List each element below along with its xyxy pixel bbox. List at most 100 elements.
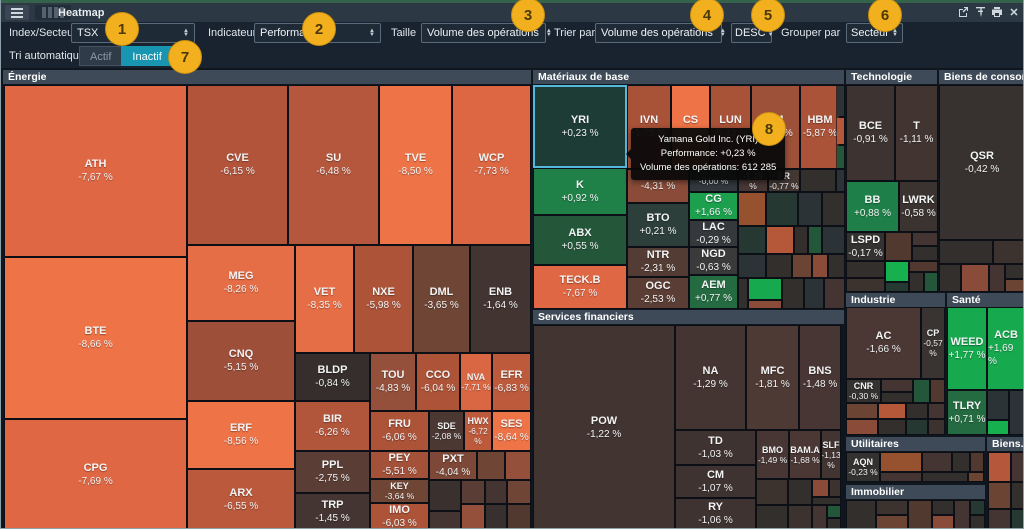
tile-unlabeled[interactable]	[922, 452, 952, 472]
tile-unlabeled[interactable]	[970, 452, 984, 472]
tile-unlabeled[interactable]	[827, 518, 841, 528]
tile-tou[interactable]: TOU -4,83 %	[370, 353, 416, 411]
tile-unlabeled[interactable]	[846, 261, 885, 278]
tile-ntr[interactable]: NTR -2,31 %	[627, 247, 689, 277]
tile-unlabeled[interactable]	[485, 504, 507, 528]
tile-unlabeled[interactable]	[812, 479, 829, 497]
tile-unlabeled[interactable]	[932, 500, 954, 515]
tile-aem[interactable]: AEM +0,77 %	[689, 275, 738, 309]
tile-enb[interactable]: ENB -1,64 %	[470, 245, 531, 353]
tile-lwrk[interactable]: LWRK -0,58 %	[899, 181, 938, 232]
tile-unlabeled[interactable]	[932, 515, 954, 528]
tile-cnq[interactable]: CNQ -5,15 %	[187, 321, 295, 401]
tile-unlabeled[interactable]	[782, 278, 804, 309]
tile-unlabeled[interactable]	[792, 254, 812, 278]
tile-cnr[interactable]: CNR -0,30 %	[846, 379, 881, 403]
tile-unlabeled[interactable]	[828, 254, 845, 278]
tile-unlabeled[interactable]	[485, 480, 507, 504]
tile-unlabeled[interactable]	[461, 480, 485, 504]
tile-unlabeled[interactable]	[461, 504, 485, 528]
tile-unlabeled[interactable]	[824, 278, 845, 309]
tile-unlabeled[interactable]	[794, 226, 808, 254]
tile-unlabeled[interactable]	[738, 192, 766, 226]
tile-unlabeled[interactable]	[748, 278, 782, 300]
tile-unlabeled[interactable]	[766, 254, 792, 278]
tile-ngd[interactable]: NGD -0,63 %	[689, 247, 738, 275]
tile-dml[interactable]: DML -3,65 %	[413, 245, 470, 353]
tile-unlabeled[interactable]	[1011, 509, 1023, 528]
tile-trp[interactable]: TRP -1,45 %	[295, 493, 370, 528]
tile-unlabeled[interactable]	[505, 451, 531, 480]
tile-k[interactable]: K +0,92 %	[533, 168, 627, 215]
tile-erf[interactable]: ERF -8,56 %	[187, 401, 295, 469]
tile-tlry[interactable]: TLRY +0,71 %	[947, 390, 987, 435]
tile-bto[interactable]: BTO +0,21 %	[627, 203, 689, 247]
tile-unlabeled[interactable]	[988, 452, 1011, 482]
tile-ry[interactable]: RY -1,06 %	[675, 498, 756, 528]
tile-bce[interactable]: BCE -0,91 %	[846, 85, 895, 181]
tile-unlabeled[interactable]	[756, 479, 788, 505]
tile-unlabeled[interactable]	[881, 379, 913, 392]
tile-unlabeled[interactable]	[885, 232, 912, 261]
tile-vet[interactable]: VET -8,35 %	[295, 245, 354, 353]
tile-bam-a[interactable]: BAM.A -1,68 %	[789, 430, 821, 479]
tile-cm[interactable]: CM -1,07 %	[675, 465, 756, 498]
tile-unlabeled[interactable]	[788, 479, 812, 505]
tile-unlabeled[interactable]	[836, 145, 845, 169]
tile-unlabeled[interactable]	[988, 509, 1011, 528]
tile-unlabeled[interactable]	[846, 403, 878, 419]
tile-unlabeled[interactable]	[766, 226, 794, 254]
tile-td[interactable]: TD -1,03 %	[675, 430, 756, 465]
tile-unlabeled[interactable]	[812, 254, 828, 278]
tile-cve[interactable]: CVE -6,15 %	[187, 85, 288, 245]
tile-bmo[interactable]: BMO -1,49 %	[756, 430, 789, 479]
layout-button[interactable]	[35, 5, 71, 20]
tile-unlabeled[interactable]	[952, 452, 970, 472]
tile-qsr[interactable]: QSR -0,42 %	[939, 85, 1023, 240]
tile-unlabeled[interactable]	[429, 511, 461, 528]
tile-su[interactable]: SU -6,48 %	[288, 85, 379, 245]
tile-cpg[interactable]: CPG -7,69 %	[4, 419, 187, 528]
tile-unlabeled[interactable]	[1009, 390, 1023, 435]
tile-bir[interactable]: BIR -6,26 %	[295, 401, 370, 451]
tile-pxt[interactable]: PXT -4,04 %	[429, 451, 477, 480]
tile-unlabeled[interactable]	[766, 192, 798, 226]
tile-cco[interactable]: CCO -6,04 %	[416, 353, 460, 411]
tile-yri[interactable]: YRI +0,23 %	[533, 85, 627, 168]
tile-cg[interactable]: CG +1,66 %	[689, 192, 738, 220]
tile-unlabeled[interactable]	[738, 278, 748, 309]
tile-unlabeled[interactable]	[928, 403, 945, 419]
tile-unlabeled[interactable]	[1005, 264, 1023, 279]
tile-unlabeled[interactable]	[878, 419, 906, 435]
tile-unlabeled[interactable]	[429, 480, 461, 511]
tile-unlabeled[interactable]	[885, 282, 909, 292]
tile-unlabeled[interactable]	[836, 169, 845, 192]
tile-unlabeled[interactable]	[788, 505, 812, 528]
tile-hwx[interactable]: HWX -6,72 %	[464, 411, 492, 451]
tile-unlabeled[interactable]	[912, 246, 938, 261]
tile-unlabeled[interactable]	[876, 515, 908, 528]
tile-unlabeled[interactable]	[846, 278, 885, 292]
tile-unlabeled[interactable]	[912, 232, 938, 246]
tile-imo[interactable]: IMO -6,03 %	[370, 503, 429, 528]
tile-bldp[interactable]: BLDP -0,84 %	[295, 353, 370, 401]
tile-unlabeled[interactable]	[989, 264, 1005, 292]
tile-unlabeled[interactable]	[507, 504, 531, 528]
tile-unlabeled[interactable]	[738, 254, 766, 278]
tile-unlabeled[interactable]	[827, 505, 841, 518]
tile-lspd[interactable]: LSPD -0,17 %	[846, 232, 885, 261]
tile-unlabeled[interactable]	[822, 226, 845, 254]
tile-unlabeled[interactable]	[906, 403, 928, 419]
tile-unlabeled[interactable]	[748, 300, 782, 309]
tile-unlabeled[interactable]	[812, 505, 827, 528]
tile-unlabeled[interactable]	[908, 500, 932, 528]
tile-cp[interactable]: CP -0,57 %	[921, 307, 945, 379]
tile-slf[interactable]: SLF -1,13 %	[821, 430, 841, 479]
print-button[interactable]	[989, 6, 1005, 21]
tile-unlabeled[interactable]	[738, 226, 766, 254]
menu-button[interactable]	[5, 5, 29, 20]
tile-bb[interactable]: BB +0,88 %	[846, 181, 899, 232]
tile-unlabeled[interactable]	[829, 479, 841, 497]
tile-unlabeled[interactable]	[804, 278, 824, 309]
tile-aqn[interactable]: AQN -0,23 %	[846, 452, 880, 482]
